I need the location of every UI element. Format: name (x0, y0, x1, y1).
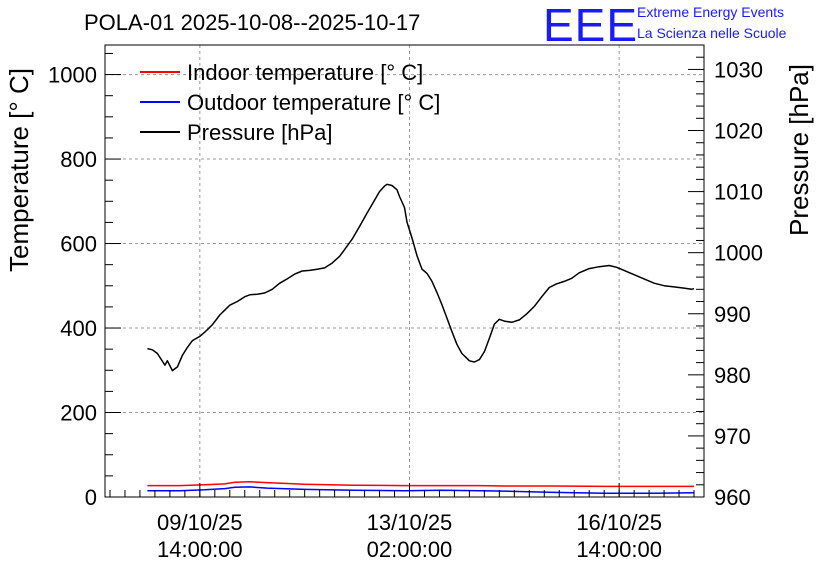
y-tick-label: 0 (85, 485, 97, 510)
y-tick-label: 800 (60, 147, 97, 172)
y-axis-label: Temperature [° C] (4, 67, 34, 272)
y2-axis-label: Pressure [hPa] (784, 64, 814, 236)
grid (105, 45, 704, 497)
y2-tick-label: 1000 (714, 241, 763, 266)
series-layer (147, 183, 695, 494)
brand-line-1: Extreme Energy Events (637, 4, 785, 20)
chart-title: POLA-01 2025-10-08--2025-10-17 (84, 10, 421, 35)
y-tick-label: 1000 (48, 63, 97, 88)
y2-tick-label: 1010 (714, 180, 763, 205)
legend: Indoor temperature [° C] Outdoor temperat… (140, 60, 440, 145)
y2-tick-label: 1020 (714, 119, 763, 144)
y-tick-label: 400 (60, 316, 97, 341)
y2-tick-label: 990 (714, 302, 751, 327)
series-line-pressure (147, 183, 695, 372)
y2-tick-label: 980 (714, 363, 751, 388)
axes-layer: 0 200 400 600 800 1000 960 970 980 990 1000 1010 102… (48, 44, 763, 562)
y2-tick-label: 970 (714, 424, 751, 449)
legend-label: Pressure [hPa] (187, 120, 333, 145)
plot-frame (104, 44, 705, 498)
x-tick-label-date: 16/10/25 (576, 510, 662, 535)
legend-label: Indoor temperature [° C] (187, 60, 423, 85)
x-tick-label-time: 02:00:00 (367, 537, 453, 562)
y-tick-label: 600 (60, 232, 97, 257)
x-tick-label-time: 14:00:00 (576, 537, 662, 562)
x-tick-label-time: 14:00:00 (157, 537, 243, 562)
x-tick-label-date: 13/10/25 (367, 510, 453, 535)
brand-line-2: La Scienza nelle Scuole (637, 25, 787, 41)
eee-logo: EEE (543, 0, 639, 51)
series-line-outdoor (147, 486, 695, 494)
y-tick-label: 200 (60, 401, 97, 426)
legend-label: Outdoor temperature [° C] (187, 90, 440, 115)
x-tick-label-date: 09/10/25 (157, 510, 243, 535)
y2-tick-label: 1030 (714, 57, 763, 82)
series-line-indoor (147, 481, 694, 488)
y2-tick-label: 960 (714, 485, 751, 510)
